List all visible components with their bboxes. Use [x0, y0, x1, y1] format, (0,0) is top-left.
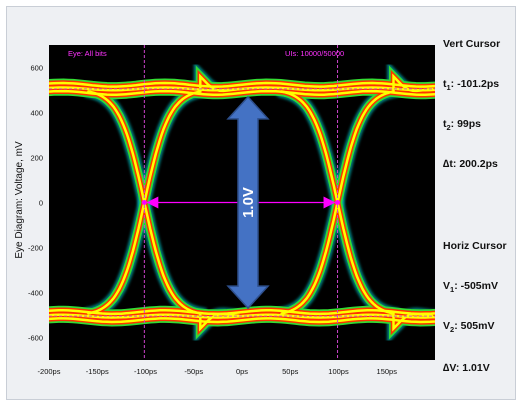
rail-high-outer-core — [49, 81, 435, 88]
x-tick-label: 100ps — [328, 367, 349, 376]
axes: -200ps -150ps -100ps -50ps 0ps 50ps 100ps 150ps… — [28, 64, 397, 377]
horiz-cursor-title: Horiz Cursor — [443, 240, 507, 252]
t1-label: t — [443, 78, 447, 90]
v1-readout: V1: -505mV — [443, 280, 498, 294]
eye-width-arrowhead-left — [146, 196, 159, 209]
v2-value: : 505mV — [454, 320, 495, 332]
v2-subscript: 2 — [450, 325, 455, 334]
voltage-double-arrow — [226, 95, 270, 310]
falling-edge-1-core — [87, 90, 241, 332]
x-tick-label: -100ps — [134, 367, 157, 376]
rising-edge-1-core — [87, 73, 241, 315]
x-tick-label: 0ps — [236, 367, 248, 376]
eye-width-arrowhead-right — [323, 196, 336, 209]
v1-label: V — [443, 280, 451, 292]
t2-value: : 99ps — [450, 118, 482, 130]
t2-label: t — [443, 118, 447, 130]
t2-readout: t2: 99ps — [443, 118, 482, 132]
y-tick-label: 200 — [30, 154, 43, 163]
y-axis-label: Eye Diagram: Voltage, mV — [14, 141, 25, 259]
dt-readout: ∆t: 200.2ps — [443, 158, 498, 170]
y-tick-label: -200 — [28, 244, 43, 253]
y-tick-label: 400 — [30, 109, 43, 118]
x-tick-label: -50ps — [184, 367, 203, 376]
y-tick-label: 0 — [39, 199, 43, 208]
cursor-panel: Vert Cursor t1: -101.2ps t2: 99ps ∆t: 20… — [443, 0, 522, 406]
t1-value: : -101.2ps — [450, 78, 500, 90]
x-tick-label: -200ps — [38, 367, 61, 376]
t1-subscript: 1 — [446, 83, 451, 92]
eye-traces — [49, 60, 435, 345]
legend-eye-label: Eye: All bits — [68, 49, 107, 58]
rising-edge-2-core — [280, 73, 434, 315]
vert-cursor-title: Vert Cursor — [443, 38, 501, 50]
v1-value: : -505mV — [454, 280, 498, 292]
rail-high-inner-core — [49, 89, 435, 96]
v1-subscript: 1 — [450, 285, 455, 294]
v2-label: V — [443, 320, 451, 332]
rail-low-outer-core — [49, 317, 435, 324]
t2-subscript: 2 — [446, 123, 451, 132]
x-tick-label: 50ps — [282, 367, 299, 376]
crossing-marker-1 — [141, 200, 147, 205]
ui-count-label: UIs: 10000/50000 — [285, 49, 344, 58]
arrow-amplitude-label: 1.0V — [240, 187, 257, 218]
y-tick-label: -400 — [28, 289, 43, 298]
dv-readout: ∆V: 1.01V — [443, 362, 490, 374]
crossing-marker-2 — [335, 200, 341, 205]
y-tick-label: 600 — [30, 64, 43, 73]
x-tick-label: 150ps — [377, 367, 398, 376]
v2-readout: V2: 505mV — [443, 320, 495, 334]
annotations — [141, 95, 341, 310]
y-tick-label: -600 — [28, 334, 43, 343]
falling-edge-2-core — [280, 90, 434, 332]
rail-low-inner-core — [49, 309, 435, 316]
x-tick-label: -150ps — [86, 367, 109, 376]
t1-readout: t1: -101.2ps — [443, 78, 500, 92]
